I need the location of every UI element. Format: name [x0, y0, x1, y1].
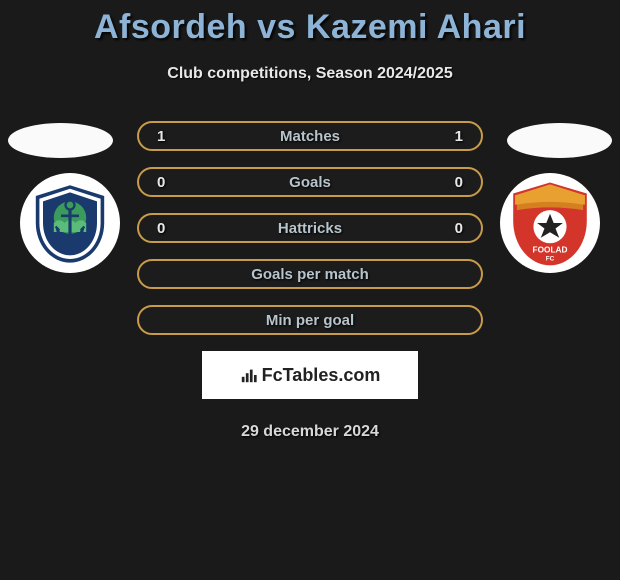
stat-rows: 1 Matches 1 0 Goals 0 0 Hattricks 0 Goal… — [137, 121, 483, 335]
stat-label: Min per goal — [266, 312, 354, 329]
svg-text:FC: FC — [546, 256, 555, 263]
stat-left-value: 0 — [157, 174, 165, 191]
stat-row-matches: 1 Matches 1 — [137, 121, 483, 151]
brand-box: FcTables.com — [202, 351, 418, 399]
stat-row-goals: 0 Goals 0 — [137, 167, 483, 197]
stat-label: Hattricks — [278, 220, 342, 237]
club-logo-right: FOOLAD FC — [500, 173, 600, 273]
anchor-shield-icon — [25, 178, 115, 268]
club-logo-left — [20, 173, 120, 273]
stat-label: Matches — [280, 128, 340, 145]
bar-chart-icon — [240, 366, 258, 384]
player-left-ellipse — [8, 123, 113, 158]
stat-left-value: 1 — [157, 128, 165, 145]
stat-right-value: 1 — [455, 128, 463, 145]
stat-left-value: 0 — [157, 220, 165, 237]
stat-label: Goals per match — [251, 266, 369, 283]
foolad-shield-icon: FOOLAD FC — [504, 177, 596, 269]
brand-text: FcTables.com — [262, 365, 381, 386]
stat-row-goals-per-match: Goals per match — [137, 259, 483, 289]
stat-right-value: 0 — [455, 220, 463, 237]
page-title: Afsordeh vs Kazemi Ahari — [0, 0, 620, 47]
stat-row-min-per-goal: Min per goal — [137, 305, 483, 335]
date-text: 29 december 2024 — [0, 423, 620, 441]
svg-text:FOOLAD: FOOLAD — [533, 245, 568, 254]
stat-row-hattricks: 0 Hattricks 0 — [137, 213, 483, 243]
player-right-ellipse — [507, 123, 612, 158]
stat-label: Goals — [289, 174, 331, 191]
stat-right-value: 0 — [455, 174, 463, 191]
subtitle: Club competitions, Season 2024/2025 — [0, 65, 620, 83]
comparison-content: FOOLAD FC 1 Matches 1 0 Goals 0 0 Hattri… — [0, 121, 620, 441]
